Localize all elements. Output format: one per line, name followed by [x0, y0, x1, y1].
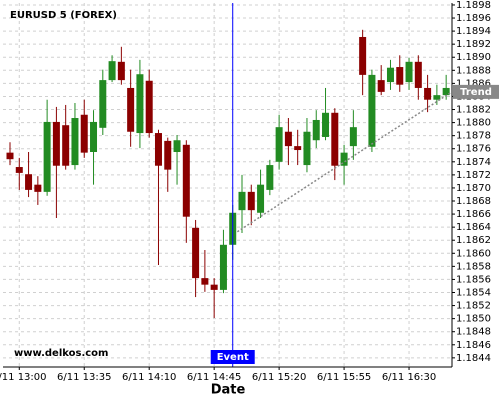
candle-body: [433, 95, 441, 100]
event-tag: [210, 350, 255, 364]
candle-body: [117, 61, 125, 81]
y-tick-label: 1.1858: [456, 261, 491, 272]
candle-body: [136, 74, 144, 134]
candle-body: [331, 112, 339, 166]
x-tick-label: 6/11 13:35: [57, 372, 111, 383]
candle-body: [368, 74, 376, 147]
y-tick-label: 1.1880: [456, 118, 491, 129]
candle-body: [154, 133, 162, 166]
x-tick-label: 6/11 16:30: [382, 372, 436, 383]
candle-body: [52, 121, 60, 166]
x-tick-label: 6/11 15:55: [317, 372, 371, 383]
x-axis-label: Date: [211, 383, 246, 398]
candle-body: [266, 165, 274, 190]
y-tick-label: 1.1896: [456, 13, 491, 24]
x-tick-label: 6/11 14:10: [122, 372, 176, 383]
y-tick-label: 1.1860: [456, 248, 491, 259]
trend-tag: [453, 84, 499, 99]
trend-label: Trend: [460, 87, 492, 98]
candle-body: [25, 174, 33, 190]
y-tick-label: 1.1882: [456, 105, 491, 116]
candle-body: [294, 146, 302, 151]
y-tick-label: 1.1894: [456, 26, 491, 37]
y-tick-label: 1.1864: [456, 222, 491, 233]
x-tick-label: 6/11 13:00: [0, 372, 47, 383]
y-tick-label: 1.1850: [456, 314, 491, 325]
overlay: Trend Event: [210, 3, 499, 367]
event-label: Event: [217, 352, 249, 363]
candle-body: [359, 36, 367, 75]
candle-body: [6, 152, 14, 160]
candle-body: [164, 140, 172, 170]
candle-body: [219, 244, 227, 290]
candle-body: [257, 184, 265, 213]
candle-body: [127, 87, 135, 132]
y-tick-label: 1.1886: [456, 78, 491, 89]
y-tick-label: 1.1898: [456, 0, 491, 11]
y-tick-label: 1.1862: [456, 235, 491, 246]
y-tick-label: 1.1878: [456, 131, 491, 142]
candle-body: [312, 119, 320, 141]
y-tick-label: 1.1848: [456, 327, 491, 338]
y-tick-label: 1.1868: [456, 196, 491, 207]
candle-body: [340, 152, 348, 166]
y-tick-label: 1.1866: [456, 209, 491, 220]
candle-body: [99, 80, 107, 128]
y-tick-label: 1.1874: [456, 157, 491, 168]
candle-body: [43, 121, 51, 192]
candle-body: [303, 131, 311, 166]
candle-body: [386, 67, 394, 83]
candle-body: [322, 112, 330, 137]
grid: 1.1844 1.1846 1.1848 1.1850 1.1852 1.1854 1.18…: [0, 0, 491, 383]
candle-body: [238, 191, 246, 211]
trend-line: [236, 91, 453, 233]
candle-body: [405, 61, 413, 83]
candle-body: [284, 131, 292, 147]
candle-body: [34, 184, 42, 192]
chart-title: EURUSD 5 (FOREX): [10, 10, 117, 21]
candle-body: [108, 61, 116, 81]
candle-body: [62, 125, 70, 166]
candle-body: [442, 87, 450, 96]
y-tick-label: 1.1844: [456, 353, 491, 364]
y-tick-label: 1.1872: [456, 170, 491, 181]
y-tick-label: 1.1890: [456, 52, 491, 63]
candle-body: [182, 144, 190, 217]
candle-body: [173, 140, 181, 152]
candle-body: [80, 114, 88, 153]
candle-body: [15, 167, 23, 173]
candle-body: [90, 121, 98, 152]
x-tick-label: 6/11 15:20: [252, 372, 306, 383]
y-tick-label: 1.1854: [456, 288, 491, 299]
candle-body: [414, 61, 422, 88]
y-tick-label: 1.1870: [456, 183, 491, 194]
marks: [6, 29, 450, 318]
y-tick-label: 1.1888: [456, 65, 491, 76]
y-tick-label: 1.1876: [456, 144, 491, 155]
candle-body: [210, 284, 218, 290]
candle-body: [71, 118, 79, 166]
y-tick-label: 1.1846: [456, 340, 491, 351]
candle-body: [396, 67, 404, 85]
candle-body: [424, 87, 432, 100]
y-tick-label: 1.1892: [456, 39, 491, 50]
candle-body: [377, 80, 385, 92]
candle-body: [349, 127, 357, 147]
x-tick-label: 6/11 14:45: [187, 372, 241, 383]
candle-body: [145, 80, 153, 134]
y-tick-label: 1.1856: [456, 274, 491, 285]
candle-body: [201, 278, 209, 285]
candle-body: [247, 191, 255, 211]
candle-body: [275, 127, 283, 162]
candle-body: [192, 227, 200, 279]
y-tick-label: 1.1852: [456, 301, 491, 312]
watermark: www.delkos.com: [14, 348, 108, 359]
